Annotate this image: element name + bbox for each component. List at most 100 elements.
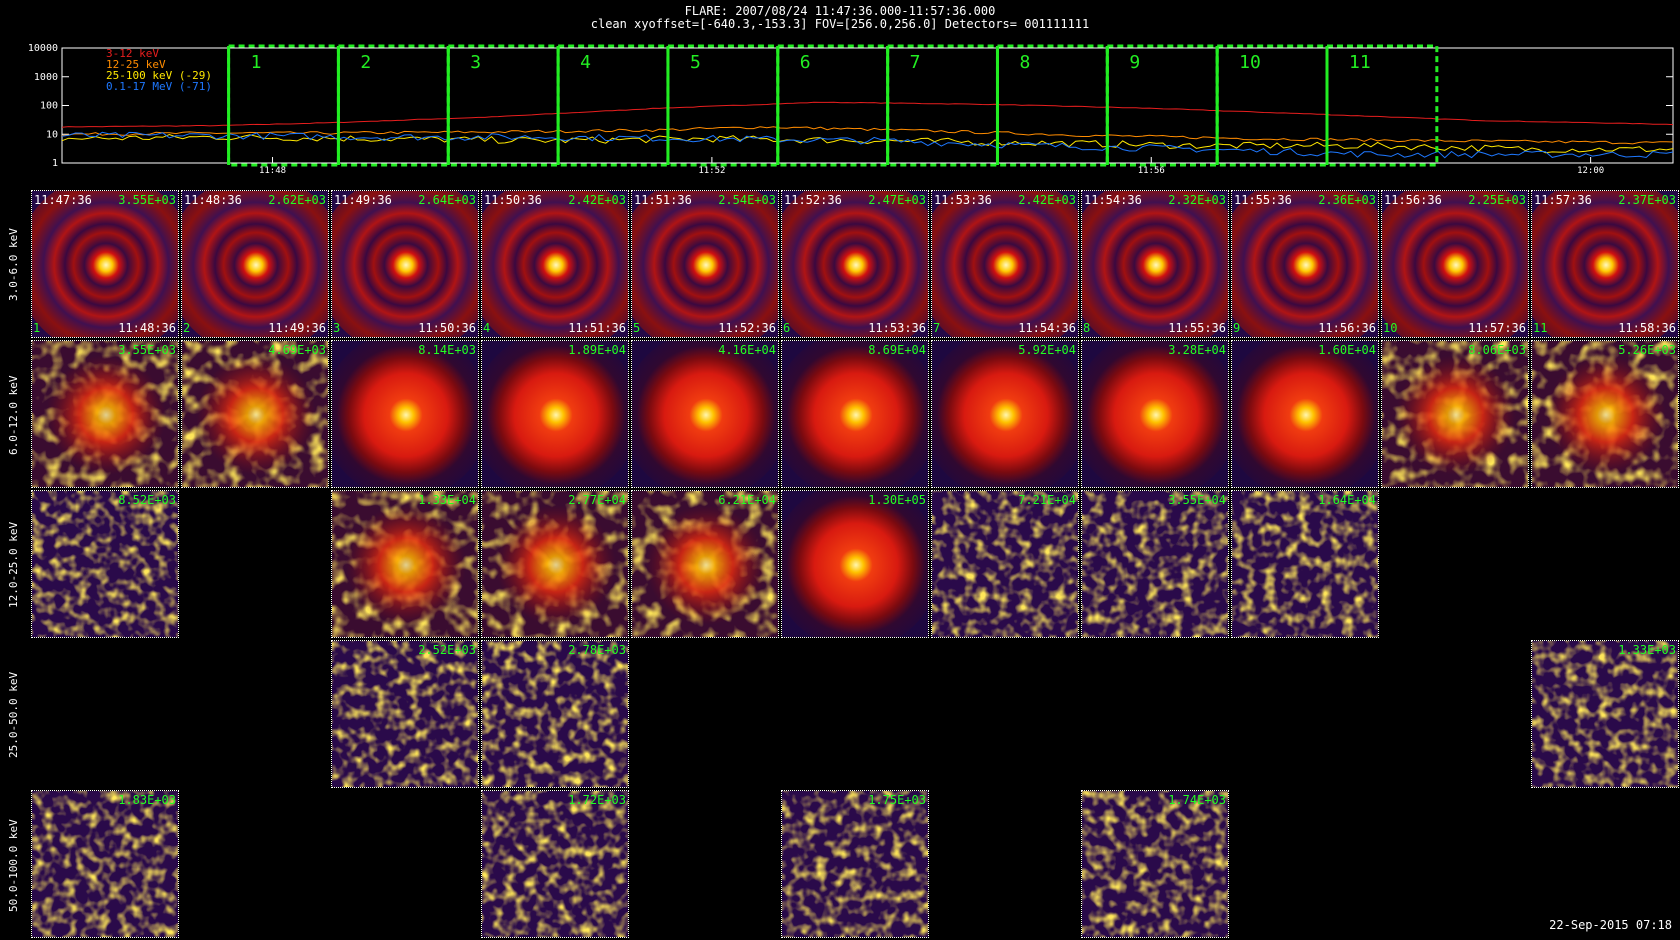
interval-label: 10 [1239,52,1261,73]
image-map [32,191,178,337]
image-map [32,791,178,937]
cell-index: 1 [33,321,41,335]
cell-max-value: 8.52E+03 [118,493,176,507]
image-map [782,341,928,487]
row-label: 3.0-6.0 keV [7,228,20,302]
cell-max-value: 1.72E+03 [568,793,626,807]
image-cell: 1.83E+03 [31,790,179,938]
cell-index: 11 [1533,321,1548,335]
legend-entry: 12-25 keV [106,58,166,71]
interval-label: 6 [800,52,811,73]
row-label: 25.0-50.0 keV [7,672,20,759]
image-map [482,641,628,787]
cell-index: 10 [1383,321,1398,335]
image-map [1382,341,1528,487]
image-cell: 7.21E+04 [931,490,1079,638]
cell-index: 9 [1233,321,1241,335]
image-cell: 8.69E+04 [781,340,929,488]
cell-max-value: 2.42E+03 [568,193,626,207]
cell-max-value: 1.75E+03 [868,793,926,807]
image-cell: 3.55E+03 [31,340,179,488]
image-cell: 8.14E+03 [331,340,479,488]
image-map [1232,341,1378,487]
image-map [782,791,928,937]
image-map [1082,191,1228,337]
image-map [1532,341,1678,487]
cell-start-time: 11:48:36 [184,193,242,207]
image-cell: 8.52E+03 [31,490,179,638]
cell-start-time: 11:54:36 [1084,193,1142,207]
cell-max-value: 2.42E+03 [1018,193,1076,207]
interval-label: 4 [580,52,591,73]
image-map [482,191,628,337]
image-cell: 2.36E+03 11:55:36 11:56:36 9 [1231,190,1379,338]
cell-max-value: 8.06E+03 [1468,343,1526,357]
cell-index: 3 [333,321,341,335]
image-cell: 4.69E+03 [181,340,329,488]
y-tick-label: 100 [40,101,58,112]
lightcurve-chart: 1 10 100 1000 10000 11:48 11:52 11:56 12:00 3-12 … [28,43,1674,176]
cell-max-value: 2.47E+03 [868,193,926,207]
cell-max-value: 2.62E+03 [268,193,326,207]
plot-title: FLARE: 2007/08/24 11:47:36.000-11:57:36.… [684,4,996,18]
cell-max-value: 2.52E+03 [418,643,476,657]
cell-max-value: 3.55E+03 [118,193,176,207]
cell-start-time: 11:50:36 [484,193,542,207]
image-cell: 2.78E+03 [481,640,629,788]
image-cell: 2.37E+03 11:57:36 11:58:36 11 [1531,190,1679,338]
cell-max-value: 1.33E+04 [418,493,476,507]
cell-start-time: 11:55:36 [1234,193,1292,207]
cell-end-time: 11:56:36 [1318,321,1376,335]
image-map [782,191,928,337]
image-cell: 4.16E+04 [631,340,779,488]
cell-start-time: 11:56:36 [1384,193,1442,207]
series-line-0 [61,101,1674,128]
cell-index: 5 [633,321,641,335]
series-line-1 [61,126,1674,145]
image-map [932,341,1078,487]
image-map [632,191,778,337]
interval-label: 3 [470,52,481,73]
cell-max-value: 1.33E+03 [1618,643,1676,657]
cell-max-value: 2.64E+03 [418,193,476,207]
image-map [1082,791,1228,937]
cell-max-value: 1.64E+04 [1318,493,1376,507]
image-map [332,191,478,337]
cell-start-time: 11:49:36 [334,193,392,207]
cell-index: 2 [183,321,191,335]
x-tick-label: 11:56 [1138,166,1165,176]
cell-max-value: 2.77E+04 [568,493,626,507]
cell-max-value: 2.78E+03 [568,643,626,657]
interval-box [886,44,999,167]
image-map [332,341,478,487]
cell-max-value: 1.74E+03 [1168,793,1226,807]
x-tick-label: 12:00 [1577,166,1604,176]
cell-index: 7 [933,321,941,335]
image-map [332,641,478,787]
cell-max-value: 6.21E+04 [718,493,776,507]
cell-max-value: 1.89E+04 [568,343,626,357]
y-tick-label: 1 [52,158,58,169]
image-cell: 2.52E+03 [331,640,479,788]
image-cell: 3.55E+04 [1081,490,1229,638]
image-cell: 5.26E+03 [1531,340,1679,488]
legend-entry: 25-100 keV (-29) [106,69,212,82]
cell-max-value: 2.36E+03 [1318,193,1376,207]
cell-end-time: 11:58:36 [1618,321,1676,335]
cell-end-time: 11:51:36 [568,321,626,335]
image-cell: 2.54E+03 11:51:36 11:52:36 5 [631,190,779,338]
image-cell: 3.28E+04 [1081,340,1229,488]
cell-max-value: 8.69E+04 [868,343,926,357]
cell-end-time: 11:54:36 [1018,321,1076,335]
row-label: 6.0-12.0 keV [7,375,20,455]
cell-end-time: 11:49:36 [268,321,326,335]
interval-box [227,44,340,167]
image-map [182,341,328,487]
image-map [32,491,178,637]
x-tick-label: 11:52 [698,166,725,176]
image-map [1532,191,1678,337]
image-cell: 3.55E+03 11:47:36 11:48:36 1 [31,190,179,338]
image-cell: 1.72E+03 [481,790,629,938]
image-cell: 1.30E+05 [781,490,929,638]
image-map [1232,491,1378,637]
